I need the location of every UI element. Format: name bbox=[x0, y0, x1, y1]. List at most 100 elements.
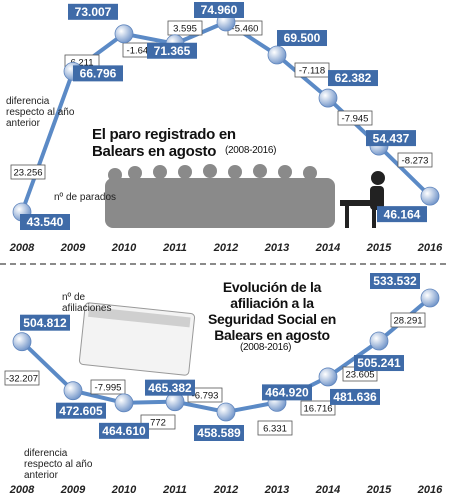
x-tick-label: 2016 bbox=[417, 242, 443, 254]
chart-title: El paro registrado en Balears en agosto bbox=[92, 126, 236, 160]
change-label: 3.595 bbox=[173, 24, 197, 35]
value-label: 71.365 bbox=[154, 44, 191, 58]
change-box bbox=[294, 62, 330, 78]
change-label: 28.291 bbox=[393, 316, 422, 327]
value-box bbox=[262, 384, 312, 401]
change-box bbox=[257, 420, 293, 436]
x-tick-label: 2009 bbox=[60, 242, 86, 254]
value-label: 62.382 bbox=[335, 71, 372, 85]
value-label: 465.382 bbox=[148, 381, 192, 395]
change-label: 23.256 bbox=[13, 168, 42, 179]
x-tick-label: 2014 bbox=[315, 484, 340, 496]
change-box bbox=[397, 152, 433, 168]
change-label: 16.716 bbox=[303, 404, 332, 415]
change-label: -7.995 bbox=[95, 383, 122, 394]
value-label: 505.241 bbox=[357, 356, 401, 370]
change-box bbox=[10, 164, 46, 180]
value-box bbox=[194, 425, 244, 441]
value-box bbox=[20, 214, 70, 230]
point bbox=[63, 381, 83, 401]
x-tick-label: 2015 bbox=[366, 242, 392, 254]
point bbox=[420, 186, 440, 206]
value-box bbox=[68, 3, 118, 20]
x-tick-label: 2010 bbox=[111, 242, 137, 254]
change-label: -5.460 bbox=[232, 24, 259, 35]
change-label: -8.273 bbox=[402, 156, 429, 167]
value-label: 69.500 bbox=[284, 31, 321, 45]
value-label: 74.960 bbox=[201, 3, 238, 17]
point bbox=[318, 88, 338, 108]
point bbox=[267, 45, 287, 65]
value-label: 464.610 bbox=[102, 424, 146, 438]
value-box bbox=[99, 422, 149, 439]
series-label: nº de afiliaciones bbox=[62, 292, 112, 314]
point bbox=[369, 331, 389, 351]
change-box bbox=[4, 370, 40, 386]
change-label: -1.642 bbox=[127, 46, 154, 57]
point bbox=[114, 393, 134, 413]
value-label: 43.540 bbox=[27, 215, 64, 229]
value-box bbox=[377, 206, 427, 223]
value-box bbox=[370, 273, 420, 289]
x-tick-label: 2012 bbox=[213, 484, 238, 496]
change-label: 6.331 bbox=[263, 424, 287, 435]
value-label: 472.605 bbox=[59, 404, 103, 418]
note: diferencia respecto al año anterior bbox=[24, 448, 93, 481]
x-tick-label: 2013 bbox=[264, 242, 289, 254]
x-tick-label: 2011 bbox=[162, 484, 187, 496]
chart-title: Evolución de la afiliación a la Segurida… bbox=[207, 279, 337, 343]
value-label: 504.812 bbox=[23, 316, 67, 330]
point bbox=[318, 367, 338, 387]
point bbox=[420, 288, 440, 308]
change-box bbox=[390, 312, 426, 328]
x-tick-label: 2012 bbox=[213, 242, 238, 254]
change-box bbox=[300, 400, 336, 416]
point bbox=[216, 402, 236, 422]
value-label: 46.164 bbox=[384, 207, 421, 221]
value-box bbox=[328, 70, 378, 87]
note: diferencia respecto al año anterior bbox=[6, 96, 75, 129]
desk bbox=[340, 171, 385, 228]
card bbox=[78, 302, 196, 376]
value-label: 458.589 bbox=[197, 426, 241, 440]
x-tick-label: 2013 bbox=[264, 484, 289, 496]
change-label: -6.793 bbox=[192, 391, 219, 402]
value-label: 533.532 bbox=[373, 274, 417, 288]
value-box bbox=[145, 379, 195, 396]
value-box bbox=[147, 42, 197, 59]
series-label: nº de parados bbox=[54, 192, 117, 203]
value-box bbox=[354, 355, 404, 372]
point bbox=[114, 24, 134, 44]
value-box bbox=[277, 30, 327, 47]
change-label: 6.211 bbox=[70, 58, 93, 69]
change-label: 23.605 bbox=[345, 370, 374, 381]
x-tick-label: 2011 bbox=[162, 242, 187, 254]
change-box bbox=[167, 20, 203, 36]
change-label: -32.207 bbox=[6, 374, 38, 385]
x-tick-label: 2016 bbox=[417, 484, 443, 496]
value-box bbox=[20, 314, 70, 331]
change-box bbox=[90, 379, 126, 395]
change-label: -7.945 bbox=[342, 114, 369, 125]
x-tick-label: 2008 bbox=[9, 242, 35, 254]
silhouettes bbox=[105, 164, 335, 228]
value-box bbox=[194, 2, 244, 18]
value-box bbox=[366, 130, 416, 147]
change-label: 772 bbox=[150, 418, 166, 429]
change-box bbox=[140, 414, 176, 430]
chart-subtitle: (2008-2016) bbox=[240, 342, 292, 353]
value-label: 66.796 bbox=[80, 67, 117, 81]
chart-subtitle: (2008-2016) bbox=[225, 145, 277, 156]
x-tick-label: 2014 bbox=[315, 242, 340, 254]
change-label: -7.118 bbox=[299, 66, 325, 77]
x-tick-label: 2009 bbox=[60, 484, 86, 496]
x-tick-label: 2008 bbox=[9, 484, 35, 496]
point bbox=[12, 332, 32, 352]
value-label: 73.007 bbox=[75, 5, 112, 19]
value-box bbox=[56, 402, 106, 419]
value-label: 481.636 bbox=[333, 390, 377, 404]
value-label: 464.920 bbox=[265, 386, 309, 400]
x-tick-label: 2015 bbox=[366, 484, 392, 496]
